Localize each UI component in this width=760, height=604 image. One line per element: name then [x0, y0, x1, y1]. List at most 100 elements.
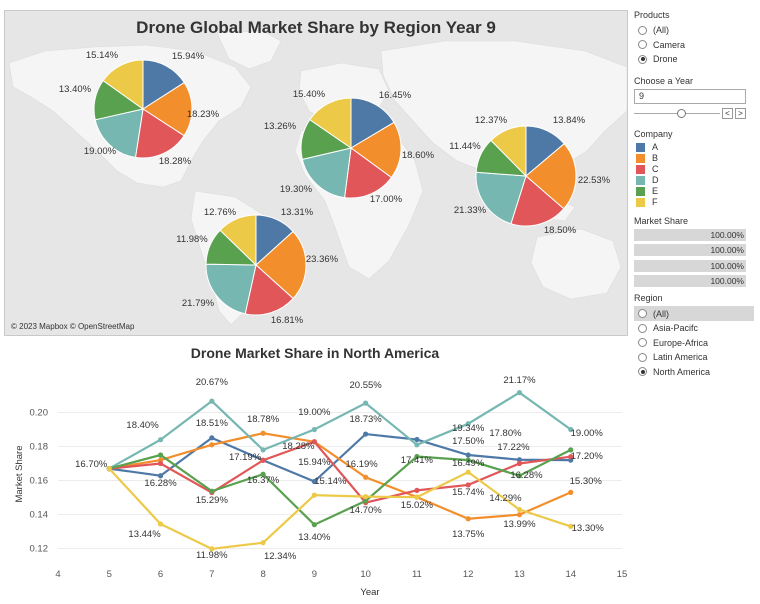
- line-data-label: 16.28%: [510, 470, 543, 481]
- pie-data-label: 11.98%: [176, 234, 208, 245]
- legend-item-company-a[interactable]: A: [634, 142, 754, 153]
- x-tick-label: 12: [463, 569, 474, 580]
- radio-icon[interactable]: [638, 338, 647, 348]
- data-point: [157, 473, 164, 479]
- products-option-camera[interactable]: Camera: [634, 38, 754, 53]
- year-filter-label: Choose a Year: [634, 75, 694, 86]
- x-tick-label: 14: [565, 569, 576, 580]
- legend-item-company-e[interactable]: E: [634, 186, 754, 197]
- pie-data-label: 16.45%: [379, 90, 412, 101]
- north-america-line-chart: 0.12 0.14 0.16 0.18 0.20 4 5 6 7 8 9 10 11 12 13 14 15 Ye…: [14, 375, 627, 598]
- year-prev-button[interactable]: <: [722, 108, 733, 119]
- pie-data-label: 15.14%: [86, 50, 119, 61]
- legend-item-company-c[interactable]: C: [634, 164, 754, 175]
- pie-slice-c: [134, 108, 185, 159]
- data-point: [209, 398, 215, 404]
- products-option-all[interactable]: (All): [634, 23, 754, 38]
- radio-selected-icon[interactable]: [638, 367, 647, 377]
- data-point: [568, 426, 574, 433]
- pie-slice-c: [510, 175, 565, 227]
- line-data-label: 16.19%: [346, 459, 379, 470]
- data-point: [568, 489, 574, 495]
- line-data-label: 17.50%: [452, 436, 485, 447]
- data-point: [516, 512, 523, 518]
- legend-swatch: [636, 175, 645, 185]
- line-data-label: 21.17%: [503, 375, 536, 386]
- y-tick-label: 0.14: [30, 510, 49, 521]
- data-point: [363, 498, 369, 504]
- pie-data-label: 21.33%: [454, 205, 487, 216]
- radio-icon[interactable]: [638, 40, 647, 50]
- region-option-asia-pacific[interactable]: Asia-Pacifc: [634, 321, 754, 336]
- legend-item-company-f[interactable]: F: [634, 197, 754, 208]
- data-point: [260, 430, 266, 436]
- data-point: [157, 437, 164, 443]
- pie-data-label: 13.40%: [59, 84, 92, 95]
- x-tick-label: 6: [158, 569, 163, 580]
- line-data-label: 19.00%: [298, 407, 331, 418]
- data-point: [363, 431, 369, 437]
- radio-icon[interactable]: [638, 25, 647, 35]
- option-label: (All): [653, 25, 669, 36]
- legend-item-company-b[interactable]: B: [634, 153, 754, 164]
- market-share-bar: 100.00%: [634, 259, 746, 272]
- year-next-button[interactable]: >: [735, 108, 746, 119]
- x-tick-label: 7: [209, 569, 214, 580]
- pie-data-label: 13.26%: [264, 121, 297, 132]
- data-point: [516, 473, 523, 479]
- filter-panel: Products (All) Camera Drone Choose a Yea…: [634, 10, 754, 379]
- market-share-legend: 100.00% 100.00% 100.00% 100.00%: [634, 228, 754, 288]
- data-point: [311, 426, 317, 433]
- radio-icon[interactable]: [638, 309, 647, 319]
- radio-selected-icon[interactable]: [638, 54, 647, 64]
- radio-icon[interactable]: [638, 323, 647, 333]
- line-data-label: 17.22%: [497, 442, 530, 453]
- products-filter-label: Products: [634, 10, 670, 20]
- radio-icon[interactable]: [638, 352, 647, 362]
- line-data-label: 16.28%: [144, 478, 177, 489]
- pie-slice-a: [142, 59, 185, 110]
- region-filter: (All) Asia-Pacifc Europe-Africa Latin Am…: [634, 306, 754, 379]
- year-slider[interactable]: [634, 108, 720, 119]
- option-label: Latin America: [653, 352, 708, 363]
- company-legend-label: Company: [634, 128, 673, 139]
- data-point: [209, 546, 215, 552]
- data-point: [363, 474, 369, 480]
- legend-label: F: [652, 197, 658, 207]
- option-label: (All): [653, 308, 669, 319]
- pie-data-label: 19.30%: [280, 184, 313, 195]
- y-tick-label: 0.16: [30, 476, 49, 487]
- line-data-label: 16.49%: [452, 458, 485, 469]
- series-line: [109, 432, 571, 483]
- slider-handle[interactable]: [676, 108, 686, 118]
- series-line: [108, 448, 572, 527]
- line-data-label: 15.74%: [452, 487, 485, 498]
- series-line: [109, 432, 572, 520]
- series-line: [109, 440, 571, 504]
- pie-data-label: 18.28%: [159, 156, 192, 167]
- pie-slice-d: [205, 263, 257, 315]
- region-option-north-america[interactable]: North America: [634, 364, 754, 379]
- line-data-label: 13.40%: [298, 532, 331, 543]
- year-input[interactable]: 9: [634, 88, 746, 104]
- line-data-label: 15.14%: [314, 476, 347, 487]
- line-data-label: 13.30%: [572, 523, 605, 534]
- products-option-drone[interactable]: Drone: [634, 52, 754, 67]
- pie-data-label: 15.40%: [293, 89, 326, 100]
- region-option-latin-america[interactable]: Latin America: [634, 350, 754, 365]
- data-point: [260, 471, 266, 477]
- pie-slice-a: [350, 97, 395, 149]
- region-option-europe-africa[interactable]: Europe-Africa: [634, 335, 754, 350]
- pie-data-label: 13.31%: [281, 207, 314, 218]
- data-point: [209, 435, 215, 441]
- pie-slice-b: [142, 81, 193, 137]
- x-tick-label: 13: [514, 569, 525, 580]
- option-label: Europe-Africa: [653, 337, 709, 348]
- x-tick-label: 8: [260, 569, 265, 580]
- legend-item-company-d[interactable]: D: [634, 175, 754, 186]
- data-point: [260, 447, 266, 453]
- data-point: [465, 452, 471, 458]
- region-option-all[interactable]: (All): [634, 306, 754, 321]
- map-panel[interactable]: Drone Global Market Share by Region Year…: [4, 10, 628, 336]
